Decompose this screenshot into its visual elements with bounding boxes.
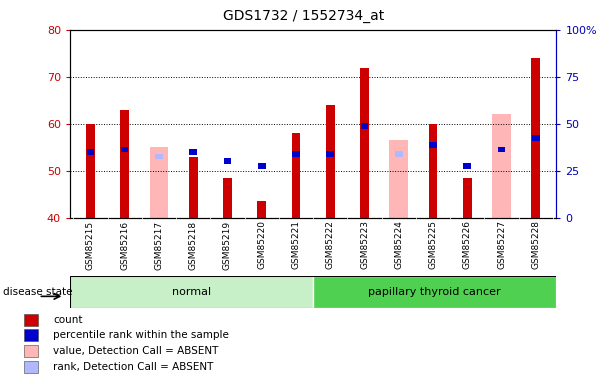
Text: GSM85221: GSM85221 — [291, 220, 300, 269]
Text: GSM85223: GSM85223 — [360, 220, 369, 269]
Bar — [86, 124, 95, 218]
Bar — [189, 157, 198, 218]
Bar — [223, 178, 232, 218]
Bar — [326, 105, 334, 218]
Bar — [224, 158, 231, 164]
Text: normal: normal — [172, 286, 211, 297]
Bar — [429, 124, 437, 218]
Text: count: count — [53, 315, 83, 325]
Bar — [326, 152, 334, 157]
Bar — [292, 133, 300, 218]
Bar — [24, 314, 38, 326]
Bar — [463, 163, 471, 169]
Bar — [463, 178, 472, 218]
Text: GSM85225: GSM85225 — [429, 220, 438, 269]
Text: GSM85227: GSM85227 — [497, 220, 506, 269]
Bar — [313, 276, 556, 308]
Bar — [24, 329, 38, 342]
Bar — [24, 361, 38, 374]
Bar — [121, 147, 128, 152]
Bar — [531, 58, 540, 217]
Text: GSM85220: GSM85220 — [257, 220, 266, 269]
Bar — [361, 123, 368, 129]
Text: papillary thyroid cancer: papillary thyroid cancer — [368, 286, 501, 297]
Bar — [429, 142, 437, 148]
Bar — [150, 147, 168, 218]
Bar — [360, 68, 369, 218]
Bar — [70, 276, 313, 308]
Bar — [492, 114, 511, 218]
Bar — [498, 147, 505, 152]
Bar — [24, 345, 38, 357]
Text: GSM85228: GSM85228 — [531, 220, 541, 269]
Bar — [498, 147, 505, 152]
Text: disease state: disease state — [3, 287, 72, 297]
Bar — [395, 152, 402, 157]
Text: GSM85219: GSM85219 — [223, 220, 232, 270]
Bar — [258, 163, 266, 169]
Text: rank, Detection Call = ABSENT: rank, Detection Call = ABSENT — [53, 362, 213, 372]
Text: GSM85216: GSM85216 — [120, 220, 130, 270]
Text: GSM85224: GSM85224 — [394, 220, 403, 269]
Bar — [120, 110, 129, 218]
Text: GSM85218: GSM85218 — [188, 220, 198, 270]
Bar — [532, 135, 539, 141]
Text: GDS1732 / 1552734_at: GDS1732 / 1552734_at — [223, 9, 385, 23]
Text: GSM85217: GSM85217 — [154, 220, 164, 270]
Text: GSM85215: GSM85215 — [86, 220, 95, 270]
Text: value, Detection Call = ABSENT: value, Detection Call = ABSENT — [53, 346, 218, 356]
Text: GSM85226: GSM85226 — [463, 220, 472, 269]
Bar — [87, 149, 94, 154]
Bar — [389, 140, 408, 218]
Text: GSM85222: GSM85222 — [326, 220, 335, 269]
Bar — [155, 154, 163, 159]
Bar — [190, 149, 197, 154]
Text: percentile rank within the sample: percentile rank within the sample — [53, 330, 229, 340]
Bar — [292, 152, 300, 157]
Bar — [257, 201, 266, 217]
